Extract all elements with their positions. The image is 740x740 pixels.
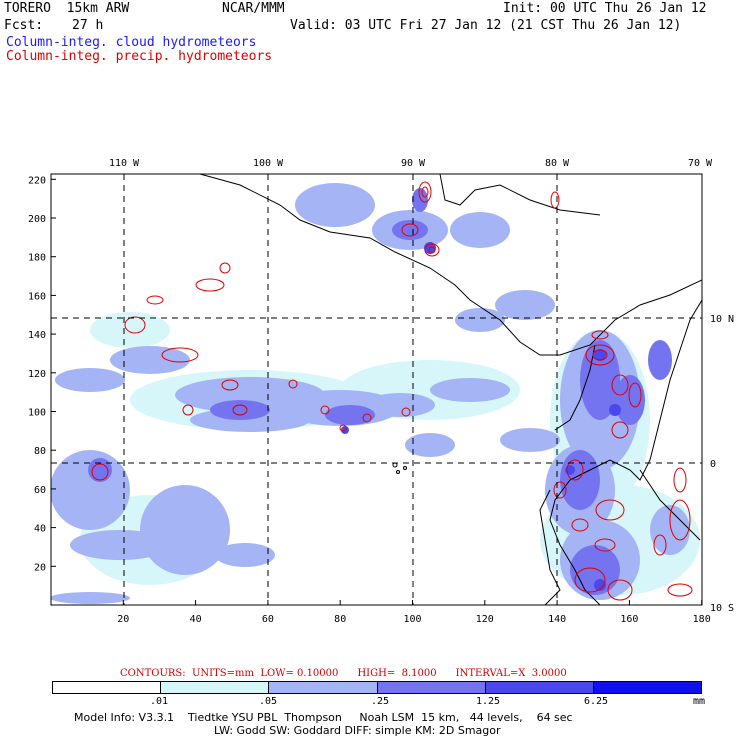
lat-label: 0 [710, 459, 716, 470]
lon-label: 100 W [253, 158, 284, 169]
lon-label: 70 W [688, 158, 713, 169]
latitude-labels: 10 N 0 10 S [710, 314, 734, 614]
y-grid-labels: 220 200 180 160 140 120 100 80 60 40 20 [28, 175, 46, 573]
field-precip-title: Column-integ. precip. hydrometeors [6, 49, 273, 64]
scale-label: .01 [150, 696, 169, 707]
scale-label: .25 [371, 696, 390, 707]
y-tick-label: 160 [28, 291, 46, 302]
init-time: Init: 00 UTC Thu 26 Jan 12 [503, 1, 707, 16]
scale-unit: mm [693, 696, 706, 707]
x-tick-label: 100 [403, 614, 421, 625]
color-swatch [269, 682, 378, 693]
color-swatch [53, 682, 162, 693]
x-tick-label: 80 [334, 614, 346, 625]
y-tick-label: 20 [34, 562, 46, 573]
longitude-labels: 110 W 100 W 90 W 80 W 70 W [109, 158, 713, 169]
lon-label: 80 W [545, 158, 570, 169]
y-tick-label: 60 [34, 485, 46, 496]
x-tick-label: 60 [262, 614, 274, 625]
color-swatch [377, 682, 486, 693]
axis-ticks [51, 178, 703, 605]
forecast-hour: 27 h [72, 18, 104, 33]
y-tick-label: 220 [28, 175, 46, 186]
x-tick-label: 180 [693, 614, 711, 625]
model-info-line2: LW: Godd SW: Goddard DIFF: simple KM: 2D… [214, 724, 501, 737]
x-grid-labels: 2040608010012014016018020022024026028030… [117, 614, 711, 625]
contour-info: CONTOURS: UNITS=mm LOW= 0.10000 HIGH= 8.… [120, 668, 567, 679]
scale-label: 6.25 [584, 696, 609, 707]
valid-time: Valid: 03 UTC Fri 27 Jan 12 (21 CST Thu … [290, 18, 682, 33]
x-tick-label: 120 [476, 614, 494, 625]
y-tick-label: 100 [28, 408, 46, 419]
scale-label: 1.25 [476, 696, 501, 707]
y-tick-label: 180 [28, 253, 46, 264]
model-title: TORERO 15km ARW [4, 1, 130, 16]
y-tick-label: 120 [28, 369, 46, 380]
model-info-line1: Model Info: V3.3.1 Tiedtke YSU PBL Thomp… [74, 711, 573, 724]
x-tick-label: 140 [548, 614, 566, 625]
lon-label: 110 W [109, 158, 140, 169]
lat-label: 10 N [710, 314, 734, 325]
map-frame [50, 173, 703, 606]
x-tick-label: 40 [190, 614, 202, 625]
field-cloud-title: Column-integ. cloud hydrometeors [6, 35, 257, 50]
y-tick-label: 40 [34, 524, 46, 535]
color-scale-bar [52, 681, 702, 694]
color-swatch [161, 682, 270, 693]
x-tick-label: 160 [620, 614, 638, 625]
hydrometeor-fill-layer [51, 183, 700, 604]
lon-label: 90 W [401, 158, 426, 169]
graticule [51, 174, 702, 605]
color-swatch [485, 682, 594, 693]
org-label: NCAR/MMM [222, 1, 285, 16]
y-tick-label: 80 [34, 446, 46, 457]
lat-label: 10 S [710, 603, 734, 614]
forecast-label: Fcst: [4, 18, 44, 33]
precip-contours [91, 181, 693, 601]
y-tick-label: 140 [28, 330, 46, 341]
color-swatch [593, 682, 702, 693]
scale-label: .05 [259, 696, 278, 707]
y-tick-label: 200 [28, 214, 46, 225]
x-tick-label: 20 [117, 614, 129, 625]
